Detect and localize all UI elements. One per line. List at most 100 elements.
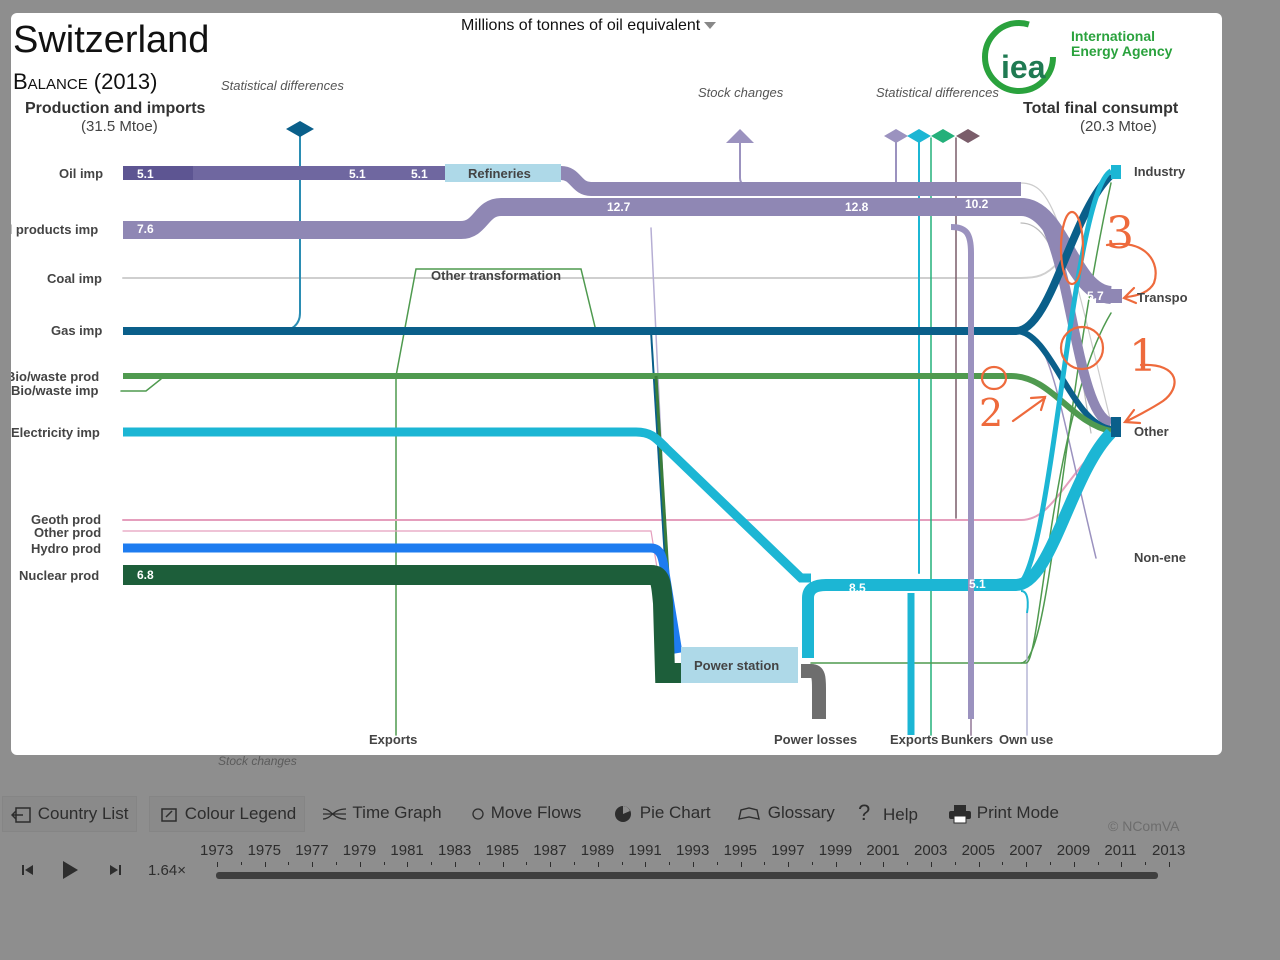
year-1983[interactable]: 1983 xyxy=(438,842,472,859)
time-graph-button[interactable]: Time Graph xyxy=(322,796,442,830)
stat-diff-marker-4[interactable] xyxy=(956,129,980,143)
stat-diff-left-marker[interactable] xyxy=(286,121,314,137)
stat-diff-marker-1[interactable] xyxy=(884,129,908,143)
flow-electricity-imp[interactable] xyxy=(123,427,811,583)
year-2001[interactable]: 2001 xyxy=(866,842,900,859)
timeline-tick xyxy=(1097,862,1099,865)
year-1987[interactable]: 1987 xyxy=(533,842,567,859)
skip-back-button[interactable] xyxy=(20,863,36,882)
pie-chart-button[interactable]: Pie Chart xyxy=(613,796,711,830)
flow-oil-imp[interactable] xyxy=(123,166,448,180)
year-1997[interactable]: 1997 xyxy=(771,842,805,859)
year-1999[interactable]: 1999 xyxy=(818,842,853,859)
speed-control[interactable]: 1.64× xyxy=(148,862,186,879)
timeline-tick xyxy=(1073,862,1075,867)
source-nuclear-prod[interactable]: Nuclear prod xyxy=(19,568,100,583)
year-1989[interactable]: 1989 xyxy=(580,842,615,859)
timeline-slider[interactable] xyxy=(216,872,1158,879)
print-mode-button[interactable]: Print Mode xyxy=(948,796,1059,830)
flow-bio-imp[interactable] xyxy=(120,378,162,392)
colour-legend-button[interactable]: Colour Legend xyxy=(149,796,306,832)
node-refineries[interactable] xyxy=(445,164,561,182)
source-geoth-prod[interactable]: Geoth prod xyxy=(31,512,102,527)
play-button[interactable] xyxy=(60,860,80,885)
source-coal-imp[interactable]: Coal imp xyxy=(47,271,102,286)
year-1985[interactable]: 1985 xyxy=(485,842,519,859)
year-2003[interactable]: 2003 xyxy=(914,842,948,859)
source-bio-waste-imp[interactable]: Bio/waste imp xyxy=(11,383,99,398)
timeline-tick xyxy=(954,862,956,865)
value-refined-2: 12.8 xyxy=(845,200,869,214)
timeline-tick xyxy=(1050,862,1051,865)
timeline-tick xyxy=(574,862,575,865)
sink-industry[interactable]: Industry xyxy=(1134,164,1186,179)
year-1979[interactable]: 1979 xyxy=(342,842,377,859)
iea-logo-icon xyxy=(982,20,1056,94)
flow-electricity-out[interactable] xyxy=(802,428,1116,658)
sink-bunkers[interactable]: Bunkers xyxy=(941,732,994,747)
timeline-tick xyxy=(217,862,218,867)
source-gas-imp[interactable]: Gas imp xyxy=(51,323,103,338)
timeline-tick xyxy=(907,862,909,865)
sink-own-use[interactable]: Own use xyxy=(999,732,1054,747)
node-other-transformation-label[interactable]: Other transformation xyxy=(431,268,562,283)
timeline-tick xyxy=(597,862,599,867)
source-hydro-prod[interactable]: Hydro prod xyxy=(31,541,102,556)
sink-exports-right[interactable]: Exports xyxy=(890,732,939,747)
year-2005[interactable]: 2005 xyxy=(961,842,995,859)
year-1973[interactable]: 1973 xyxy=(200,842,234,859)
sink-transport[interactable]: Transpo xyxy=(1137,290,1188,305)
sink-exports-left[interactable]: Exports xyxy=(369,732,418,747)
node-power-station[interactable] xyxy=(681,647,798,683)
year-1977[interactable]: 1977 xyxy=(295,842,329,859)
flow-geoth[interactable] xyxy=(122,432,1112,521)
units-selector[interactable]: Millions of tonnes of oil equivalent xyxy=(461,17,717,35)
sankey-panel: Switzerland Balance (2013) Millions of t… xyxy=(11,13,1222,755)
stat-diff-marker-2[interactable] xyxy=(907,129,931,143)
year-1975[interactable]: 1975 xyxy=(247,842,281,859)
sink-bar-industry xyxy=(1111,165,1121,179)
year-1993[interactable]: 1993 xyxy=(676,842,710,859)
flow-oil-products[interactable] xyxy=(123,198,1113,304)
source-oil-products-imp[interactable]: il products imp xyxy=(11,222,99,237)
stat-diff-marker-3[interactable] xyxy=(931,129,955,143)
print-mode-label: Print Mode xyxy=(976,803,1059,822)
flow-nuclear[interactable] xyxy=(123,565,681,683)
source-electricity-imp[interactable]: Electricity imp xyxy=(11,425,100,440)
skip-forward-button[interactable] xyxy=(107,863,123,882)
glossary-button[interactable]: Glossary xyxy=(737,796,835,830)
sink-other[interactable]: Other xyxy=(1134,424,1169,439)
country-list-button[interactable]: Country List xyxy=(2,796,138,832)
iea-name-line2: Energy Agency xyxy=(1071,43,1173,59)
year-2013[interactable]: 2013 xyxy=(1152,842,1186,859)
stock-changes-marker[interactable] xyxy=(726,129,754,143)
help-button[interactable]: ? Help xyxy=(858,796,918,830)
timeline-tick xyxy=(1002,862,1004,865)
move-flows-button[interactable]: Move Flows xyxy=(470,796,581,830)
pie-chart-icon xyxy=(615,805,631,822)
source-other-prod[interactable]: Other prod xyxy=(34,525,102,540)
toolbar: Country List Colour Legend Time Graph Mo… xyxy=(0,796,1280,832)
year-2011[interactable]: 2011 xyxy=(1104,842,1137,859)
year-2009[interactable]: 2009 xyxy=(1056,842,1091,859)
year-2007[interactable]: 2007 xyxy=(1009,842,1043,859)
flow-power-losses[interactable] xyxy=(801,664,826,719)
flow-other-transformation[interactable] xyxy=(395,268,597,377)
timeline-tick xyxy=(264,862,266,867)
source-bio-waste-prod[interactable]: Bio/waste prod xyxy=(11,369,100,384)
year-1981[interactable]: 1981 xyxy=(390,842,424,859)
flow-stock-changes[interactable] xyxy=(739,142,757,188)
year-1991[interactable]: 1991 xyxy=(628,842,662,859)
sink-non-energy[interactable]: Non-ene xyxy=(1134,550,1186,565)
flow-hydro[interactable] xyxy=(123,543,683,654)
sink-power-losses[interactable]: Power losses xyxy=(774,732,858,747)
annotation-circle-2 xyxy=(980,365,1008,391)
timeline-tick xyxy=(383,862,385,865)
year-1995[interactable]: 1995 xyxy=(723,842,757,859)
units-label: Millions of tonnes of oil equivalent xyxy=(461,17,701,34)
timeline-tick xyxy=(288,862,290,865)
timeline-tick xyxy=(336,862,337,865)
flow-bio[interactable] xyxy=(123,373,1112,434)
source-oil-imp[interactable]: Oil imp xyxy=(59,166,104,181)
timeline-tick xyxy=(883,862,885,867)
